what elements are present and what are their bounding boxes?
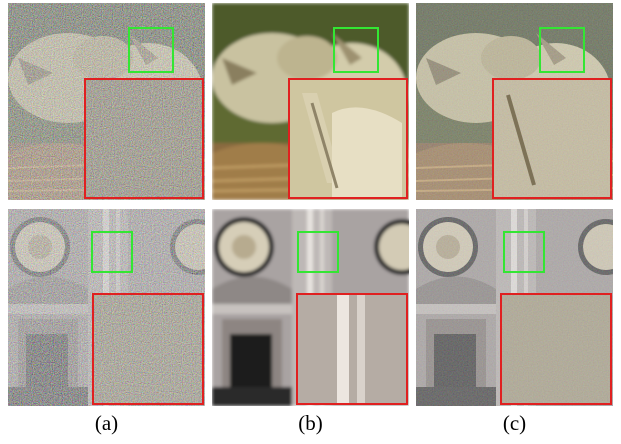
roi-box (333, 27, 379, 73)
roi-box (128, 27, 174, 73)
zoom-inset (492, 78, 612, 199)
zoom-inset (500, 293, 612, 405)
roi-box (91, 231, 133, 273)
zoom-inset (288, 78, 408, 199)
caption-b: (b) (298, 411, 323, 435)
roi-box (297, 231, 339, 273)
image-panel-bird-noisy (8, 3, 205, 200)
zoom-inset (92, 293, 204, 405)
image-panel-facade-denoised-smooth (212, 209, 409, 406)
roi-box (539, 27, 585, 73)
image-panel-bird-denoised-detailed (416, 3, 613, 200)
zoom-inset (84, 78, 204, 199)
image-panel-facade-denoised-detailed (416, 209, 613, 406)
caption-c: (c) (502, 411, 527, 435)
caption-a: (a) (94, 411, 119, 435)
roi-box (503, 231, 545, 273)
zoom-inset (296, 293, 408, 405)
image-panel-bird-denoised-smooth (212, 3, 409, 200)
image-panel-facade-noisy (8, 209, 205, 406)
